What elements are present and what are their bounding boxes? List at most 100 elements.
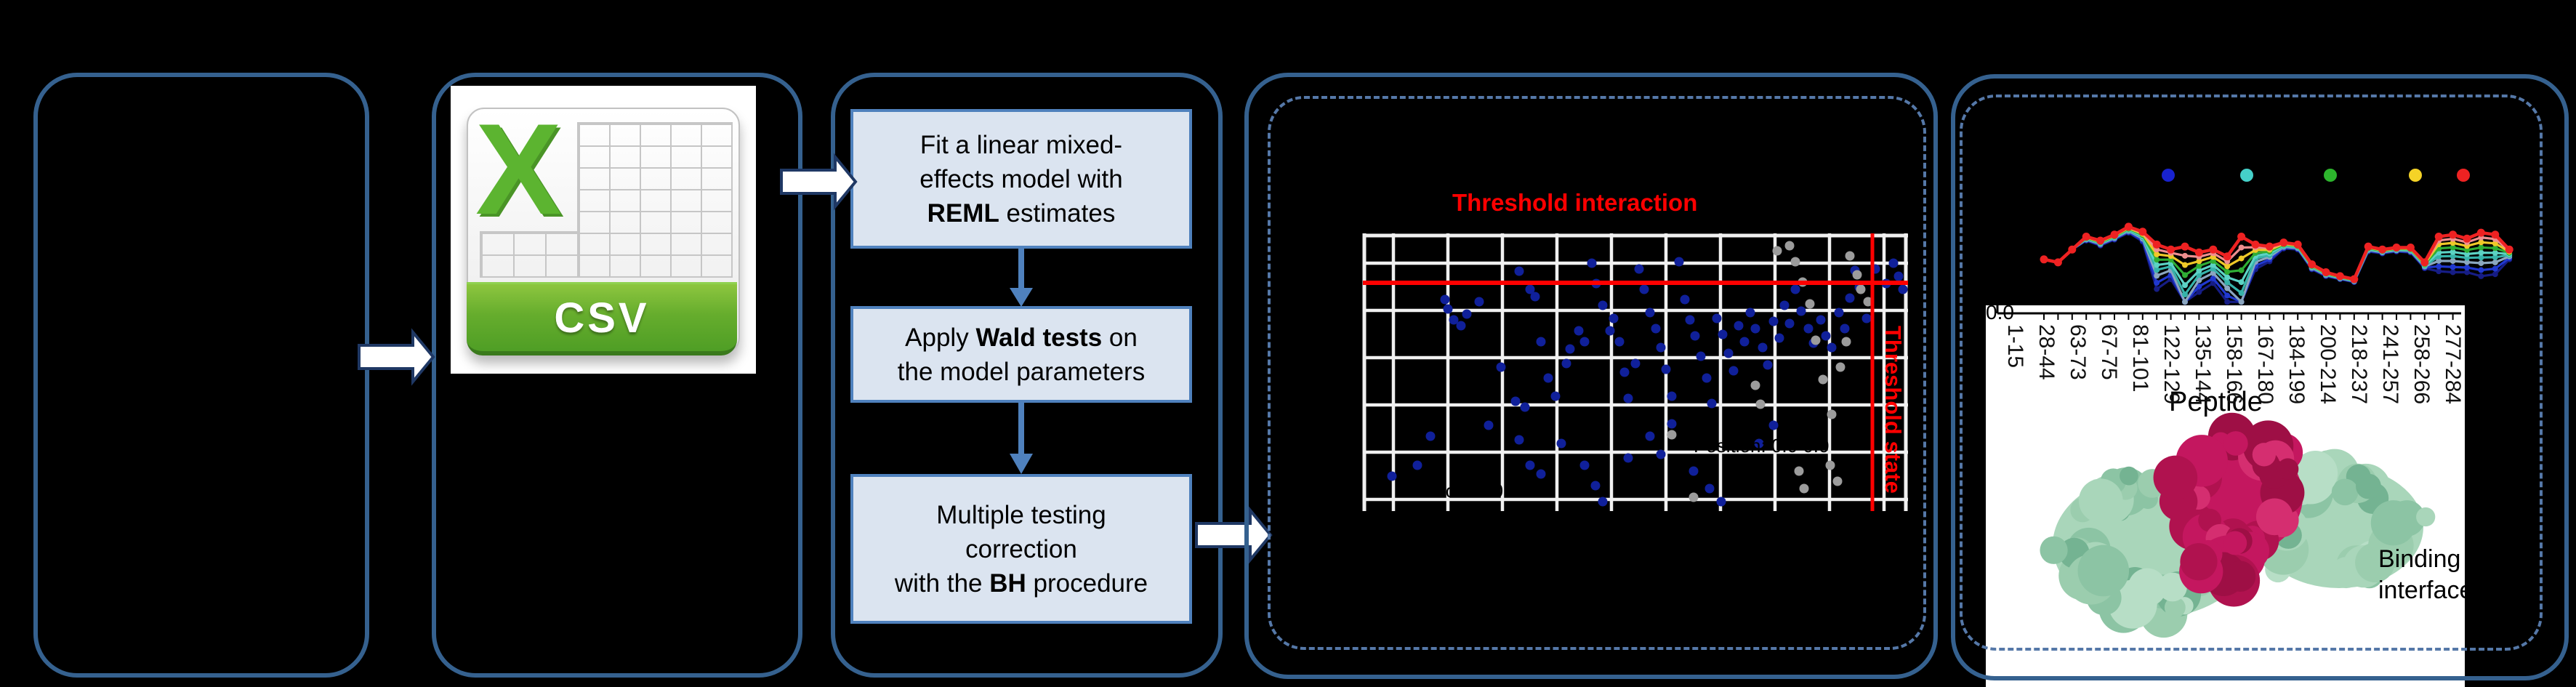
uptake-marker: [2406, 243, 2415, 252]
flow-step-bh-correction: Multiple testing correction with the BH pr…: [850, 474, 1192, 624]
scatter-point-interaction-points: [1712, 313, 1722, 324]
uptake-marker: [2238, 267, 2245, 273]
legend-dot-icon: [2457, 169, 2470, 182]
scatter-point-interaction-points: [1598, 497, 1608, 507]
csv-banner-label: CSV: [554, 294, 650, 342]
uptake-marker: [2450, 249, 2456, 255]
scatter-point-interaction-points: [1525, 284, 1535, 294]
protein-surface-bump: [2370, 500, 2416, 546]
scatter-point-interaction-points: [1574, 326, 1584, 336]
uptake-marker: [2210, 275, 2216, 281]
uptake-marker: [2308, 260, 2317, 269]
uptake-marker: [2420, 258, 2429, 267]
uptake-marker: [2478, 273, 2484, 279]
protein-surface-bump: [2331, 478, 2359, 506]
uptake-marker: [2182, 252, 2188, 259]
protein-surface-bump: [2223, 431, 2248, 456]
threshold-interaction-label: Threshold interaction: [1452, 189, 1698, 216]
scatter-point-interaction-points: [1689, 466, 1699, 476]
scatter-point-interaction-points: [1425, 431, 1436, 441]
scatter-point-interaction-points: [1656, 342, 1666, 353]
scatter-point-interaction-points: [1704, 483, 1715, 494]
scatter-point-state-points: [1805, 299, 1815, 309]
scatter-point-interaction-points: [1525, 460, 1535, 470]
threshold-state-label: Threshold state: [1880, 326, 1906, 494]
uptake-marker: [2279, 238, 2288, 247]
scatter-point-interaction-points: [1728, 366, 1739, 376]
peptide-tick-label: 1-15: [2003, 324, 2027, 369]
uptake-marker: [2154, 262, 2160, 268]
panel-input: [33, 73, 369, 678]
scatter-point-interaction-points: [1619, 367, 1630, 377]
scatter-point-state-points: [1832, 476, 1843, 486]
protein-surface-bump: [2128, 568, 2167, 607]
scatter-point-state-points: [1811, 335, 1821, 345]
panel-results-scatter-dashed: [1268, 96, 1926, 650]
csv-banner: CSV: [467, 282, 737, 355]
scatter-point-interaction-points: [1774, 333, 1784, 343]
uptake-marker: [2434, 233, 2443, 241]
uptake-marker: [2152, 240, 2161, 249]
uptake-marker: [2182, 262, 2188, 268]
uptake-marker: [2182, 272, 2188, 278]
scatter-point-interaction-points: [1893, 271, 1904, 281]
uptake-marker: [2476, 228, 2485, 237]
uptake-marker: [2196, 284, 2202, 290]
scatter-point-interaction-points: [1565, 344, 1575, 354]
uptake-marker: [2154, 251, 2160, 257]
scatter-point-interaction-points: [1796, 306, 1806, 316]
uptake-marker: [2492, 245, 2498, 252]
scatter-point-state-points: [1750, 380, 1760, 390]
uptake-marker: [2154, 280, 2160, 286]
uptake-marker: [2196, 268, 2202, 274]
protein-surface-bump: [2330, 557, 2362, 589]
legend-dot-icon: [2409, 169, 2422, 182]
legend-dot-icon: [2162, 169, 2175, 182]
protein-surface-bump: [2040, 536, 2068, 564]
uptake-marker: [2492, 259, 2498, 265]
scatter-point-interaction-points: [1530, 292, 1540, 302]
scatter-point-interaction-points: [1750, 324, 1760, 334]
scatter-point-interaction-points: [1803, 324, 1814, 334]
scatter-point-interaction-points: [1412, 460, 1422, 470]
scatter-plot: [1362, 233, 1908, 511]
down-arrow-icon: [1010, 249, 1033, 307]
uptake-marker: [2492, 249, 2498, 256]
binding-label-line2: interface: [2378, 576, 2465, 604]
uptake-marker: [2238, 279, 2245, 286]
legend-dot-icon: [2324, 169, 2337, 182]
uptake-marker: [2478, 260, 2484, 266]
uptake-marker: [2450, 269, 2456, 276]
scatter-point-interaction-points: [1763, 360, 1773, 370]
scatter-point-interaction-points: [1779, 300, 1790, 310]
protein-surface-bump: [2224, 561, 2256, 592]
faint-readout-text: Position: 0.0 0.0: [1694, 435, 1830, 457]
uptake-marker: [2124, 222, 2133, 231]
protein-surface-bump: [2252, 443, 2277, 467]
scatter-point-interaction-points: [1598, 300, 1608, 310]
uptake-marker: [2238, 255, 2245, 262]
uptake-marker: [2335, 272, 2344, 281]
scatter-point-state-points: [1790, 257, 1800, 267]
scatter-point-interaction-points: [1496, 362, 1506, 372]
scatter-point-interaction-points: [1556, 438, 1566, 449]
uptake-marker: [2436, 257, 2442, 264]
spreadsheet-grid-icon: [577, 122, 733, 278]
uptake-marker: [2196, 289, 2202, 295]
protein-surface-bump: [2078, 478, 2123, 523]
peptide-tick-label: 241-257: [2378, 324, 2402, 405]
peptide-tick-label: 81-101: [2128, 324, 2152, 393]
scatter-point-interaction-points: [1816, 315, 1826, 325]
uptake-marker: [2464, 269, 2470, 276]
uptake-marker: [2492, 240, 2498, 246]
uptake-marker: [2450, 244, 2456, 251]
flow-step-fit-model: Fit a linear mixed-effects model with REM…: [850, 109, 1192, 249]
uptake-marker: [2478, 244, 2484, 251]
flow-box-text-line: Fit a linear mixed-: [919, 130, 1123, 159]
scatter-point-interaction-points: [1754, 438, 1764, 449]
scatter-point-interaction-points: [1634, 264, 1644, 274]
flow-box-text-line: correction: [965, 534, 1077, 563]
uptake-marker: [2378, 245, 2387, 254]
flow-box-text-line: Apply Wald tests on: [905, 323, 1138, 352]
scatter-point-interaction-points: [1614, 337, 1625, 347]
